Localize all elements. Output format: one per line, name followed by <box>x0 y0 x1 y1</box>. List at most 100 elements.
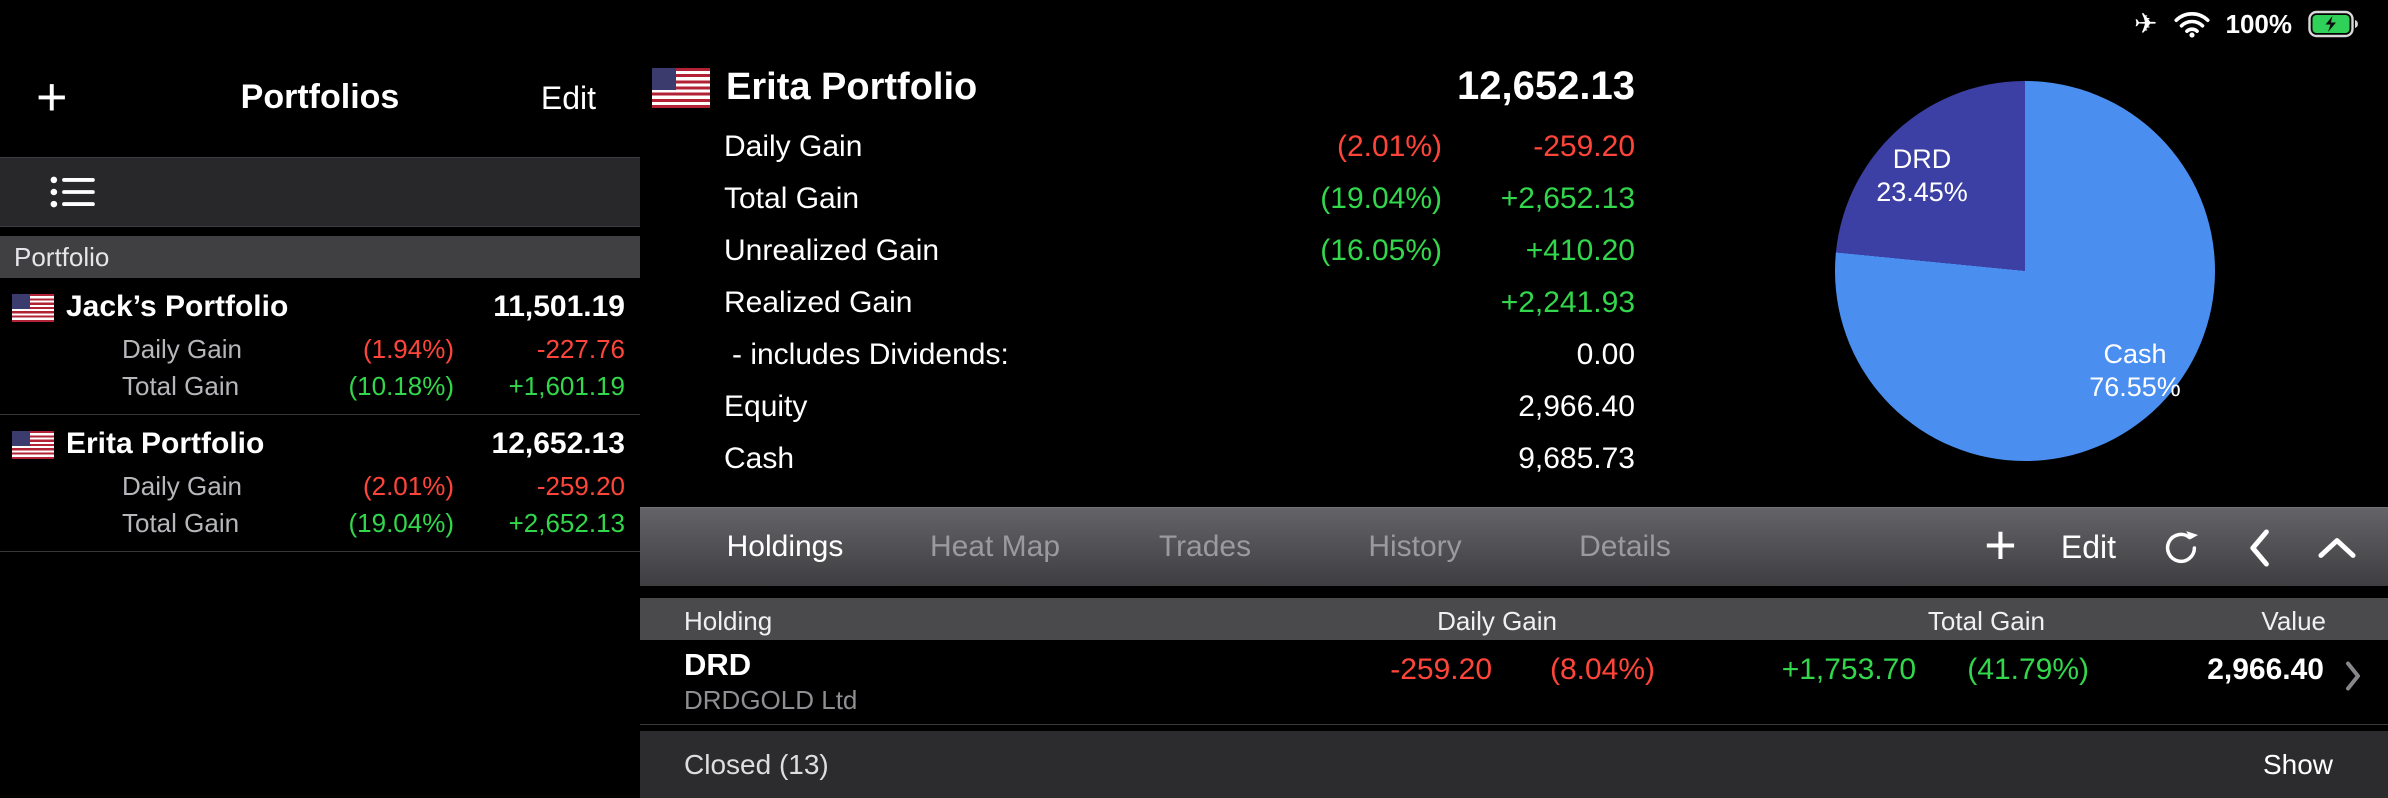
total-gain-label: Total Gain <box>122 508 240 538</box>
wifi-icon <box>2173 12 2210 38</box>
col-header-total-gain: Total Gain <box>1927 606 2045 636</box>
tab-heat-map[interactable]: Heat Map <box>929 530 1061 563</box>
slice-name: DRD <box>1892 144 1952 174</box>
holding-value: 2,966.40 <box>2207 653 2324 686</box>
total-gain-row: Total Gain (10.18%) +1,601.19 <box>0 367 640 404</box>
holding-total-amount: +1,753.70 <box>1781 653 1916 686</box>
stat-amount: 9,685.73 <box>1518 442 1635 475</box>
portfolio-detail-header: Erita Portfolio 12,652.13 <box>640 60 1650 122</box>
total-gain-pct: (19.04%) <box>348 508 455 538</box>
list-view-icon[interactable] <box>50 175 96 209</box>
stat-label: - includes Dividends: <box>732 338 1009 371</box>
us-flag-icon <box>12 431 54 459</box>
portfolio-list: Jack’s Portfolio 11,501.19 Daily Gain (1… <box>0 278 640 552</box>
us-flag-icon <box>12 294 54 322</box>
stat-amount: 2,966.40 <box>1518 390 1635 423</box>
sidebar-edit-button[interactable]: Edit <box>540 80 596 116</box>
airplane-mode-icon: ✈ <box>2134 8 2158 39</box>
stat-label: Cash <box>724 442 795 475</box>
stat-cash: Cash 9,685.73 <box>640 432 1650 484</box>
chevron-left-icon[interactable] <box>2246 527 2272 569</box>
daily-gain-amount: -227.76 <box>536 334 625 364</box>
daily-gain-pct: (2.01%) <box>362 471 454 501</box>
battery-charging-icon <box>2308 10 2358 38</box>
stat-pct: (19.04%) <box>1320 182 1442 215</box>
portfolio-detail-value: 12,652.13 <box>1457 64 1635 108</box>
stat-label: Equity <box>724 390 808 423</box>
holdings-table-header: Holding Daily Gain Total Gain Value <box>640 598 2388 640</box>
holdings-edit-button[interactable]: Edit <box>2060 529 2116 565</box>
total-gain-amount: +1,601.19 <box>508 371 625 401</box>
portfolio-item-erita[interactable]: Erita Portfolio 12,652.13 Daily Gain (2.… <box>0 415 640 552</box>
portfolio-name: Jack’s Portfolio <box>66 290 289 323</box>
portfolio-name-row: Jack’s Portfolio 11,501.19 <box>0 286 640 330</box>
holding-company: DRDGOLD Ltd <box>684 685 858 715</box>
refresh-icon[interactable] <box>2160 527 2202 569</box>
closed-positions-bar: Closed (13) Show <box>640 731 2388 798</box>
stat-realized-gain: Realized Gain +2,241.93 <box>640 276 1650 328</box>
tab-actions: + Edit <box>1984 508 2358 587</box>
show-closed-button[interactable]: Show <box>2262 749 2333 780</box>
sidebar-header: + Portfolios Edit <box>0 66 640 132</box>
daily-gain-row: Daily Gain (1.94%) -227.76 <box>0 330 640 367</box>
portfolio-detail-title: Erita Portfolio <box>726 66 978 108</box>
stat-amount: +410.20 <box>1525 234 1635 267</box>
daily-gain-label: Daily Gain <box>122 471 242 501</box>
sidebar-title: Portfolios <box>240 78 400 116</box>
stat-amount: 0.00 <box>1576 338 1635 371</box>
holding-symbol: DRD <box>684 647 752 682</box>
slice-pct: 76.55% <box>2089 372 2181 402</box>
stat-label: Realized Gain <box>724 286 913 319</box>
portfolio-name: Erita Portfolio <box>66 427 265 460</box>
chevron-right-icon[interactable] <box>2344 661 2362 696</box>
daily-gain-label: Daily Gain <box>122 334 242 364</box>
stat-equity: Equity 2,966.40 <box>640 380 1650 432</box>
chevron-up-icon[interactable] <box>2316 534 2358 562</box>
pie-slice-label-drd: DRD 23.45% <box>1876 143 1968 209</box>
portfolios-sidebar: + Portfolios Edit Portfolio Jack’s Portf… <box>0 0 640 798</box>
portfolio-item-jacks[interactable]: Jack’s Portfolio 11,501.19 Daily Gain (1… <box>0 278 640 415</box>
pie-slice-label-cash: Cash 76.55% <box>2089 338 2181 404</box>
stat-pct: (16.05%) <box>1320 234 1442 267</box>
holdings-tab-bar: Holdings Heat Map Trades History Details… <box>640 507 2388 586</box>
holding-daily-pct: (8.04%) <box>1549 653 1655 686</box>
add-portfolio-button[interactable]: + <box>36 67 68 127</box>
status-icons: ✈ 100% <box>2134 8 2360 40</box>
portfolio-detail-pane: Erita Portfolio 12,652.13 Daily Gain (2.… <box>640 0 2388 798</box>
tabs: Holdings Heat Map Trades History Details <box>680 530 1730 564</box>
tab-trades[interactable]: Trades <box>1158 530 1252 563</box>
slice-name: Cash <box>2103 339 2167 369</box>
sidebar-toolbar <box>0 157 640 227</box>
closed-positions-label: Closed (13) <box>684 749 829 780</box>
portfolio-stats: Daily Gain (2.01%) -259.20 Total Gain (1… <box>640 120 1650 484</box>
total-gain-pct: (10.18%) <box>348 371 455 401</box>
col-header-daily-gain: Daily Gain <box>1437 606 1557 636</box>
tab-history[interactable]: History <box>1368 530 1462 563</box>
stat-daily-gain: Daily Gain (2.01%) -259.20 <box>640 120 1650 172</box>
total-gain-amount: +2,652.13 <box>508 508 625 538</box>
stat-label: Total Gain <box>724 182 860 215</box>
daily-gain-amount: -259.20 <box>536 471 625 501</box>
us-flag-icon <box>652 68 710 108</box>
stat-total-gain: Total Gain (19.04%) +2,652.13 <box>640 172 1650 224</box>
holding-total-pct: (41.79%) <box>1967 653 2089 686</box>
stat-label: Daily Gain <box>724 130 863 163</box>
tab-details[interactable]: Details <box>1579 530 1671 563</box>
portfolio-value: 11,501.19 <box>493 290 625 323</box>
stat-unrealized-gain: Unrealized Gain (16.05%) +410.20 <box>640 224 1650 276</box>
stat-includes-dividends: - includes Dividends: 0.00 <box>640 328 1650 380</box>
add-holding-button[interactable]: + <box>1984 512 2017 576</box>
portfolio-section-header: Portfolio <box>0 236 640 278</box>
holding-daily-amount: -259.20 <box>1390 653 1492 686</box>
total-gain-label: Total Gain <box>122 371 240 401</box>
portfolio-name-row: Erita Portfolio 12,652.13 <box>0 423 640 467</box>
portfolio-value: 12,652.13 <box>491 427 625 460</box>
holding-row-drd[interactable]: DRD DRDGOLD Ltd -259.20 (8.04%) +1,753.7… <box>640 641 2388 725</box>
daily-gain-row: Daily Gain (2.01%) -259.20 <box>0 467 640 504</box>
tab-holdings[interactable]: Holdings <box>726 530 844 563</box>
stat-pct: (2.01%) <box>1336 130 1442 163</box>
slice-pct: 23.45% <box>1876 177 1968 207</box>
total-gain-row: Total Gain (19.04%) +2,652.13 <box>0 504 640 541</box>
stat-label: Unrealized Gain <box>724 234 940 267</box>
